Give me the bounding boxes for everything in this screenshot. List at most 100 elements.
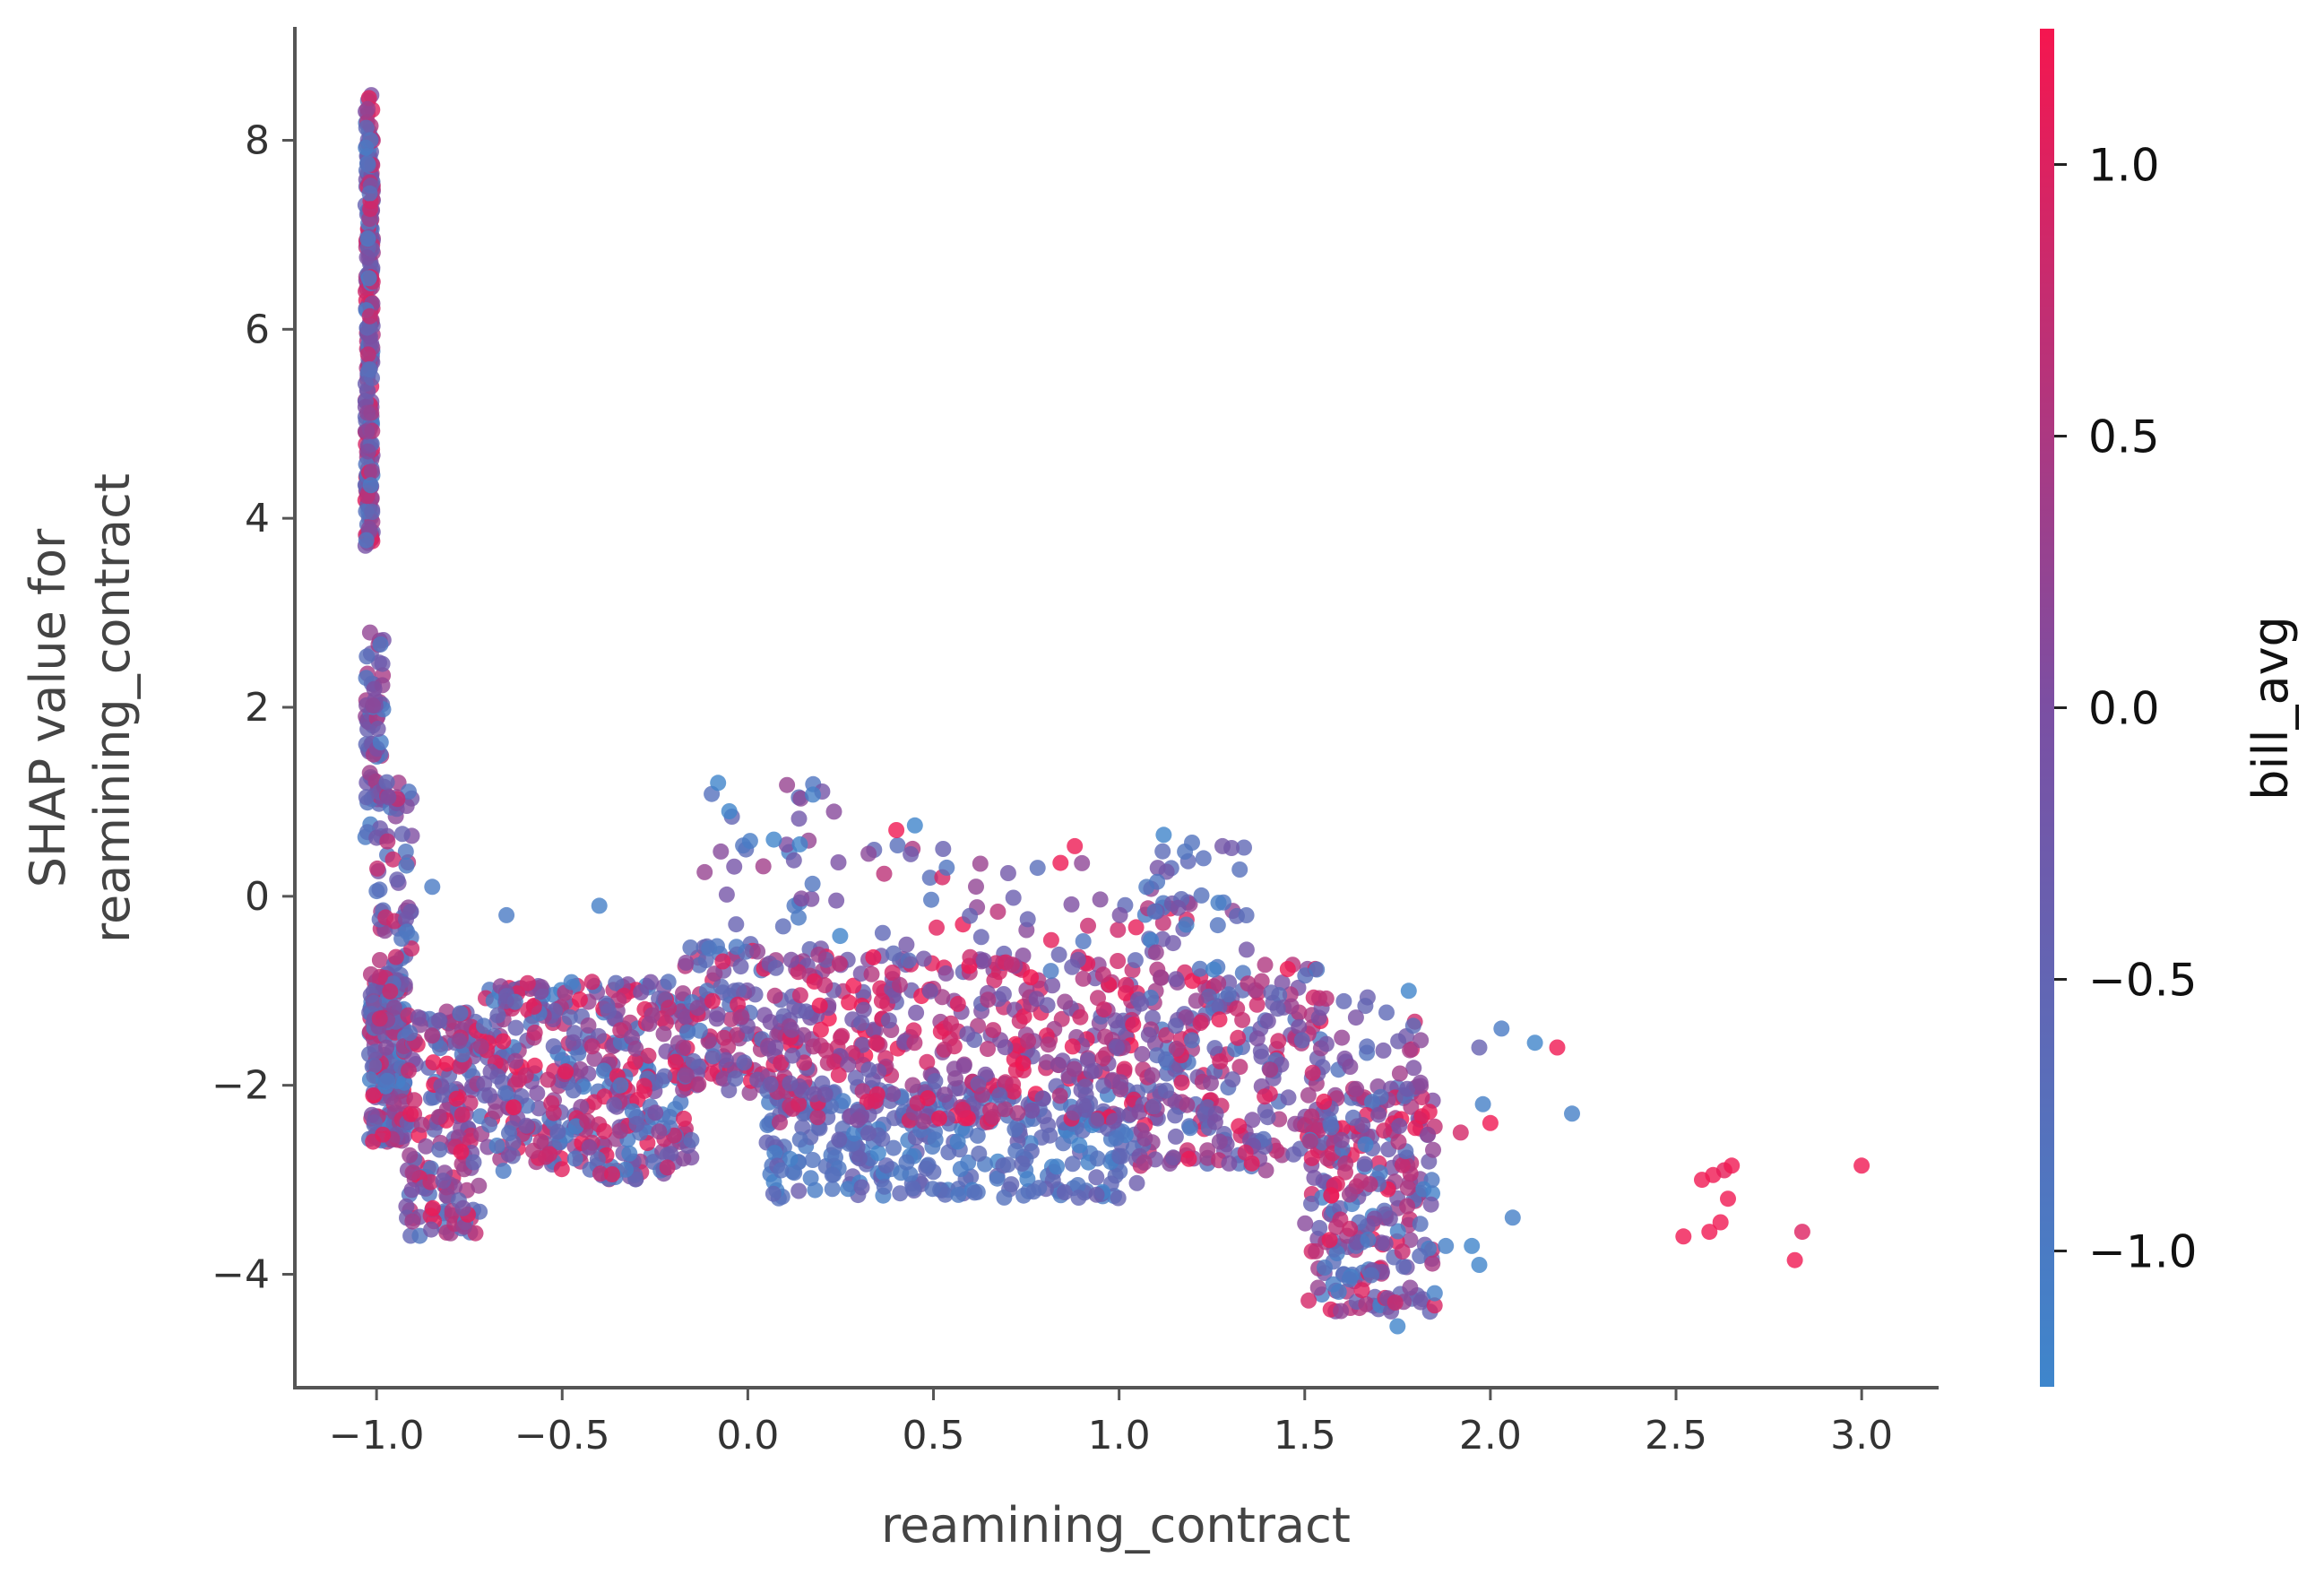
scatter-point bbox=[927, 1123, 943, 1140]
scatter-point bbox=[924, 1181, 941, 1198]
scatter-point bbox=[438, 1055, 455, 1072]
scatter-point bbox=[782, 1150, 799, 1167]
scatter-point bbox=[1042, 963, 1059, 980]
scatter-point bbox=[1413, 1032, 1430, 1049]
scatter-point bbox=[1188, 992, 1205, 1009]
scatter-point bbox=[865, 1021, 882, 1038]
scatter-point bbox=[1006, 1121, 1024, 1138]
scatter-point bbox=[785, 852, 802, 869]
scatter-point bbox=[362, 201, 379, 218]
scatter-point bbox=[1015, 1055, 1032, 1072]
scatter-point bbox=[1300, 1086, 1317, 1104]
scatter-point bbox=[1375, 1042, 1392, 1059]
scatter-point bbox=[1075, 933, 1092, 949]
scatter-point bbox=[476, 1017, 492, 1034]
scatter-point bbox=[643, 974, 659, 991]
scatter-point bbox=[659, 1159, 676, 1176]
scatter-point bbox=[401, 1062, 417, 1079]
scatter-point bbox=[563, 974, 580, 991]
scatter-point bbox=[727, 1070, 744, 1087]
scatter-point bbox=[462, 1095, 479, 1112]
scatter-point bbox=[972, 855, 989, 872]
scatter-point bbox=[1373, 1234, 1390, 1251]
scatter-point bbox=[930, 1110, 947, 1127]
scatter-point bbox=[872, 980, 889, 997]
scatter-point bbox=[1183, 1032, 1200, 1049]
scatter-point bbox=[1220, 986, 1237, 1003]
scatter-point bbox=[955, 1058, 972, 1074]
scatter-point bbox=[362, 477, 379, 494]
scatter-point bbox=[489, 1007, 506, 1024]
scatter-point bbox=[830, 1067, 847, 1084]
scatter-point bbox=[1118, 976, 1135, 993]
scatter-point bbox=[762, 1076, 779, 1093]
scatter-point bbox=[1111, 1147, 1128, 1164]
scatter-point bbox=[683, 1131, 700, 1148]
scatter-point bbox=[817, 1042, 834, 1059]
scatter-point bbox=[1231, 1118, 1248, 1135]
scatter-point bbox=[1128, 1174, 1145, 1191]
scatter-point bbox=[1402, 1279, 1419, 1296]
scatter-point bbox=[1675, 1228, 1692, 1245]
scatter-point bbox=[798, 1003, 815, 1020]
scatter-point bbox=[599, 997, 616, 1014]
colorbar-tick-label: −1.0 bbox=[2088, 1226, 2197, 1278]
scatter-point bbox=[996, 1189, 1013, 1206]
colorbar-tick-label: 1.0 bbox=[2088, 140, 2160, 192]
scatter-point bbox=[1358, 1295, 1375, 1312]
scatter-point bbox=[873, 992, 890, 1009]
scatter-point bbox=[1303, 1108, 1320, 1125]
scatter-point bbox=[1211, 1133, 1228, 1150]
scatter-point bbox=[975, 952, 992, 969]
scatter-point bbox=[923, 891, 939, 908]
scatter-point bbox=[606, 1096, 623, 1113]
scatter-point bbox=[1066, 1060, 1083, 1078]
scatter-point bbox=[1257, 1088, 1274, 1105]
scatter-point bbox=[505, 1099, 522, 1116]
scatter-point bbox=[393, 826, 410, 843]
scatter-point bbox=[874, 1130, 891, 1147]
y-tick-label: −2 bbox=[212, 1063, 270, 1109]
scatter-point bbox=[1269, 1000, 1286, 1017]
scatter-point bbox=[904, 1077, 921, 1094]
scatter-point bbox=[532, 983, 549, 1000]
scatter-point bbox=[358, 119, 375, 136]
scatter-point bbox=[1328, 1218, 1344, 1235]
scatter-point bbox=[640, 1047, 657, 1064]
scatter-point bbox=[583, 974, 600, 991]
scatter-point bbox=[1354, 1117, 1371, 1133]
scatter-point bbox=[1301, 1133, 1318, 1150]
scatter-point bbox=[1044, 977, 1061, 994]
scatter-point bbox=[950, 1186, 967, 1203]
scatter-point bbox=[398, 911, 414, 928]
scatter-point bbox=[1111, 906, 1128, 923]
scatter-point bbox=[1504, 1209, 1521, 1226]
scatter-point bbox=[1095, 1001, 1112, 1018]
scatter-point bbox=[1304, 1064, 1321, 1081]
scatter-point bbox=[1390, 1033, 1407, 1050]
scatter-point bbox=[927, 1073, 944, 1090]
scatter-point bbox=[363, 1106, 380, 1123]
scatter-point bbox=[1205, 961, 1222, 978]
scatter-point bbox=[1019, 911, 1036, 928]
scatter-point bbox=[497, 992, 514, 1009]
scatter-point bbox=[596, 1122, 613, 1139]
colorbar-tick-label: 0.0 bbox=[2088, 683, 2160, 735]
scatter-point bbox=[485, 992, 502, 1009]
y-axis-label: SHAP value for reamining_contract bbox=[20, 473, 141, 943]
scatter-point bbox=[706, 965, 723, 982]
scatter-point bbox=[1167, 1128, 1184, 1145]
scatter-point bbox=[553, 1161, 570, 1178]
scatter-point bbox=[885, 945, 902, 962]
scatter-point bbox=[402, 1147, 419, 1164]
scatter-point bbox=[934, 989, 951, 1006]
scatter-point bbox=[1300, 1292, 1318, 1309]
scatter-point bbox=[765, 831, 782, 848]
scatter-point bbox=[1701, 1224, 1718, 1241]
scatter-point bbox=[1019, 1171, 1036, 1188]
scatter-point bbox=[581, 1139, 598, 1156]
scatter-point bbox=[1076, 1078, 1093, 1095]
scatter-point bbox=[549, 1123, 566, 1140]
scatter-point bbox=[995, 986, 1012, 1002]
